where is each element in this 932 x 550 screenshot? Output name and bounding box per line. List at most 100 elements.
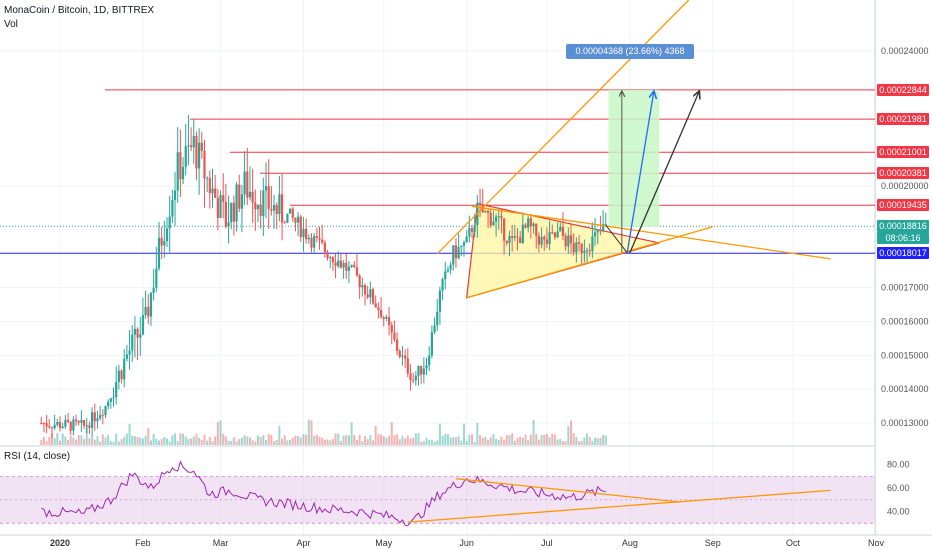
candle-body[interactable] xyxy=(331,257,334,263)
candle-body[interactable] xyxy=(446,269,450,272)
candle-body[interactable] xyxy=(232,202,236,222)
candle-body[interactable] xyxy=(48,426,51,428)
candle-body[interactable] xyxy=(294,217,297,223)
rsi-support-trendline[interactable] xyxy=(407,489,831,523)
candle-body[interactable] xyxy=(297,216,300,223)
candle-body[interactable] xyxy=(339,260,343,268)
candle-body[interactable] xyxy=(406,358,409,374)
candle-body[interactable] xyxy=(585,250,589,252)
candle-body[interactable] xyxy=(363,285,367,295)
candle-body[interactable] xyxy=(452,245,455,265)
candle-body[interactable] xyxy=(334,262,337,267)
candle-body[interactable] xyxy=(374,303,377,308)
candle-body[interactable] xyxy=(133,328,137,335)
candle-body[interactable] xyxy=(264,186,268,191)
candle-body[interactable] xyxy=(144,306,147,316)
candlesticks[interactable] xyxy=(40,114,607,438)
candle-body[interactable] xyxy=(82,420,86,426)
candle-body[interactable] xyxy=(299,216,302,238)
candle-body[interactable] xyxy=(243,171,246,195)
candle-body[interactable] xyxy=(192,135,195,148)
candle-body[interactable] xyxy=(157,237,161,269)
candle-body[interactable] xyxy=(425,365,428,369)
candle-body[interactable] xyxy=(457,247,460,259)
candle-body[interactable] xyxy=(337,260,340,267)
candle-body[interactable] xyxy=(187,145,190,147)
candle-body[interactable] xyxy=(345,262,348,271)
candle-body[interactable] xyxy=(580,243,583,253)
candle-body[interactable] xyxy=(318,237,321,240)
candle-body[interactable] xyxy=(602,224,605,232)
candle-body[interactable] xyxy=(556,231,559,238)
candle-body[interactable] xyxy=(66,419,70,422)
candle-body[interactable] xyxy=(246,171,249,198)
ascending-trendline[interactable] xyxy=(466,226,713,299)
candle-body[interactable] xyxy=(321,239,324,243)
candle-body[interactable] xyxy=(69,421,72,431)
candle-body[interactable] xyxy=(358,275,361,288)
candle-body[interactable] xyxy=(369,289,372,298)
candle-body[interactable] xyxy=(310,237,313,248)
candle-body[interactable] xyxy=(305,228,308,240)
candle-body[interactable] xyxy=(222,195,225,202)
candle-body[interactable] xyxy=(184,146,187,167)
candle-body[interactable] xyxy=(599,229,602,232)
candle-body[interactable] xyxy=(315,236,318,238)
candle-body[interactable] xyxy=(420,365,423,375)
candle-body[interactable] xyxy=(379,309,383,318)
candle-body[interactable] xyxy=(462,242,466,246)
candle-body[interactable] xyxy=(494,216,498,222)
candle-body[interactable] xyxy=(275,204,278,215)
candle-body[interactable] xyxy=(569,235,573,244)
candle-body[interactable] xyxy=(521,224,524,244)
candle-body[interactable] xyxy=(160,237,163,246)
candle-body[interactable] xyxy=(72,419,75,431)
candle-body[interactable] xyxy=(179,152,182,180)
candle-body[interactable] xyxy=(181,166,185,180)
candle-body[interactable] xyxy=(508,236,511,244)
candle-body[interactable] xyxy=(473,225,476,232)
candle-body[interactable] xyxy=(353,264,356,268)
candle-body[interactable] xyxy=(227,222,230,227)
candle-body[interactable] xyxy=(165,228,169,242)
candle-body[interactable] xyxy=(366,294,369,298)
candle-body[interactable] xyxy=(449,264,452,270)
candle-body[interactable] xyxy=(433,325,436,333)
candle-body[interactable] xyxy=(500,216,503,219)
candle-body[interactable] xyxy=(438,290,442,312)
candle-body[interactable] xyxy=(401,355,404,357)
rsi-resistance-trendline[interactable] xyxy=(455,478,681,503)
candle-body[interactable] xyxy=(283,222,286,224)
candle-body[interactable] xyxy=(163,241,166,246)
candle-body[interactable] xyxy=(409,373,412,380)
candle-body[interactable] xyxy=(53,424,56,429)
candle-body[interactable] xyxy=(96,418,99,422)
candle-body[interactable] xyxy=(208,177,211,194)
candle-body[interactable] xyxy=(40,423,43,425)
candle-body[interactable] xyxy=(176,152,179,191)
candle-body[interactable] xyxy=(64,419,67,427)
candle-body[interactable] xyxy=(505,240,508,244)
candle-body[interactable] xyxy=(393,332,396,340)
candle-body[interactable] xyxy=(412,379,415,381)
candle-body[interactable] xyxy=(577,242,581,244)
rsi-line[interactable] xyxy=(41,460,606,527)
candle-body[interactable] xyxy=(572,243,575,253)
candle-body[interactable] xyxy=(422,368,425,375)
candle-body[interactable] xyxy=(470,228,474,232)
candle-body[interactable] xyxy=(468,228,471,237)
candle-body[interactable] xyxy=(267,186,270,209)
candle-body[interactable] xyxy=(529,218,532,227)
candle-body[interactable] xyxy=(171,199,174,217)
candle-body[interactable] xyxy=(430,332,433,356)
trend-overlays[interactable] xyxy=(436,0,831,299)
candle-body[interactable] xyxy=(58,422,62,429)
candle-body[interactable] xyxy=(551,232,554,234)
candle-body[interactable] xyxy=(454,245,458,259)
candle-body[interactable] xyxy=(117,370,120,382)
candle-body[interactable] xyxy=(219,195,222,218)
candle-body[interactable] xyxy=(404,355,407,359)
candle-body[interactable] xyxy=(88,425,91,428)
candle-body[interactable] xyxy=(104,406,107,416)
